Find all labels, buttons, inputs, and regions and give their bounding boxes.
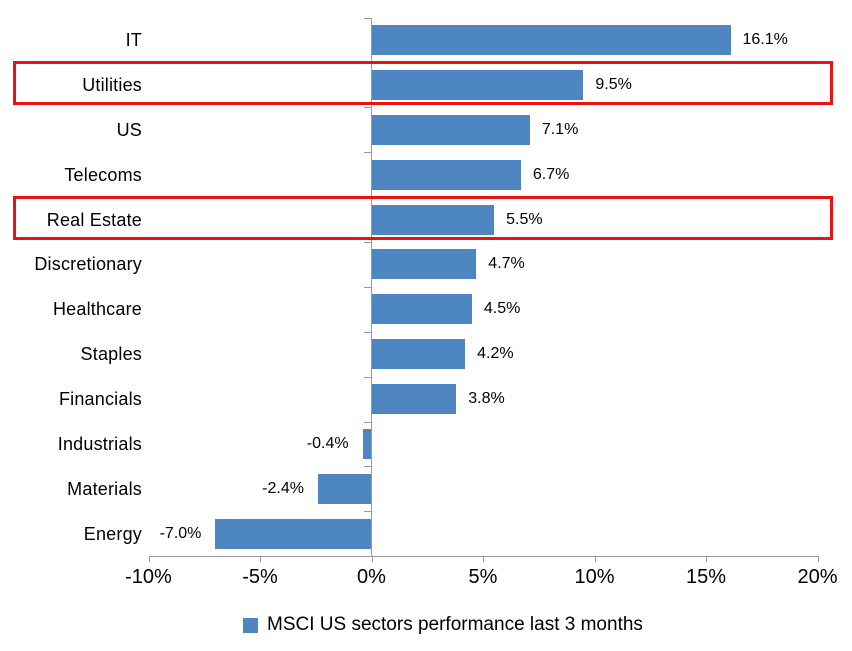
value-label: -0.4% [306, 434, 349, 452]
value-axis-tick [594, 556, 596, 562]
category-axis-line [370, 17, 372, 556]
category-axis-tick [363, 331, 371, 333]
bar [371, 25, 731, 56]
category-axis-tick [363, 62, 371, 64]
value-axis-tick [148, 556, 150, 562]
value-axis-tick-label: 5% [468, 566, 498, 588]
category-label: Materials [67, 478, 142, 499]
value-axis-tick-label: 0% [357, 566, 386, 588]
category-axis-tick [363, 421, 371, 423]
value-label: 4.5% [483, 300, 521, 318]
value-label: 4.7% [488, 255, 525, 273]
value-axis-tick [371, 556, 373, 562]
bar [317, 473, 372, 504]
category-axis-tick [363, 152, 371, 154]
category-axis-tick [363, 376, 371, 378]
category-axis-tick [363, 197, 371, 199]
value-label: 5.5% [506, 210, 543, 228]
category-label: Discretionary [34, 254, 142, 275]
category-axis-tick [363, 242, 371, 244]
category-axis-tick [363, 511, 371, 513]
value-axis-tick-label: -10% [125, 566, 172, 588]
bar [371, 339, 466, 370]
legend-square-icon [243, 617, 258, 633]
value-axis-tick-label: 10% [574, 566, 615, 588]
bar [215, 518, 372, 549]
bar [371, 114, 530, 145]
value-label: 16.1% [742, 31, 788, 49]
category-label: Staples [80, 344, 142, 365]
bar [371, 159, 521, 190]
category-label: Telecoms [64, 164, 142, 185]
value-label: 9.5% [595, 76, 632, 93]
category-label: IT [125, 30, 142, 51]
category-label: Real Estate [46, 209, 142, 230]
value-label: -2.4% [262, 479, 304, 497]
value-label: 7.1% [541, 120, 579, 138]
value-label: -7.0% [159, 524, 202, 542]
bar [371, 294, 472, 325]
bar [371, 204, 495, 235]
value-label: 6.7% [532, 165, 570, 183]
value-axis-tick [483, 556, 484, 562]
category-label: Healthcare [52, 299, 142, 320]
bar [371, 70, 584, 100]
category-label: US [116, 119, 142, 140]
bar [371, 249, 477, 280]
category-label: Utilities [82, 75, 142, 95]
category-label: Energy [83, 523, 142, 544]
value-axis-tick [817, 556, 819, 562]
bar [371, 384, 457, 415]
value-label: 4.2% [477, 345, 514, 363]
value-axis-tick-label: -5% [242, 566, 278, 588]
category-axis-tick [363, 17, 371, 19]
value-axis-tick [260, 556, 261, 562]
value-axis-tick-label: 20% [797, 566, 838, 588]
value-label: 3.8% [468, 390, 505, 408]
value-axis-tick-label: 15% [685, 566, 727, 588]
category-axis-tick [363, 107, 371, 109]
legend: MSCI US sectors performance last 3 month… [243, 612, 643, 638]
category-label: Industrials [57, 433, 142, 454]
legend-label: MSCI US sectors performance last 3 month… [267, 614, 643, 635]
category-label: Financials [58, 389, 142, 410]
value-axis-tick [706, 556, 707, 562]
category-axis-tick [363, 466, 371, 468]
bar [362, 428, 372, 459]
category-axis-tick [363, 286, 371, 288]
